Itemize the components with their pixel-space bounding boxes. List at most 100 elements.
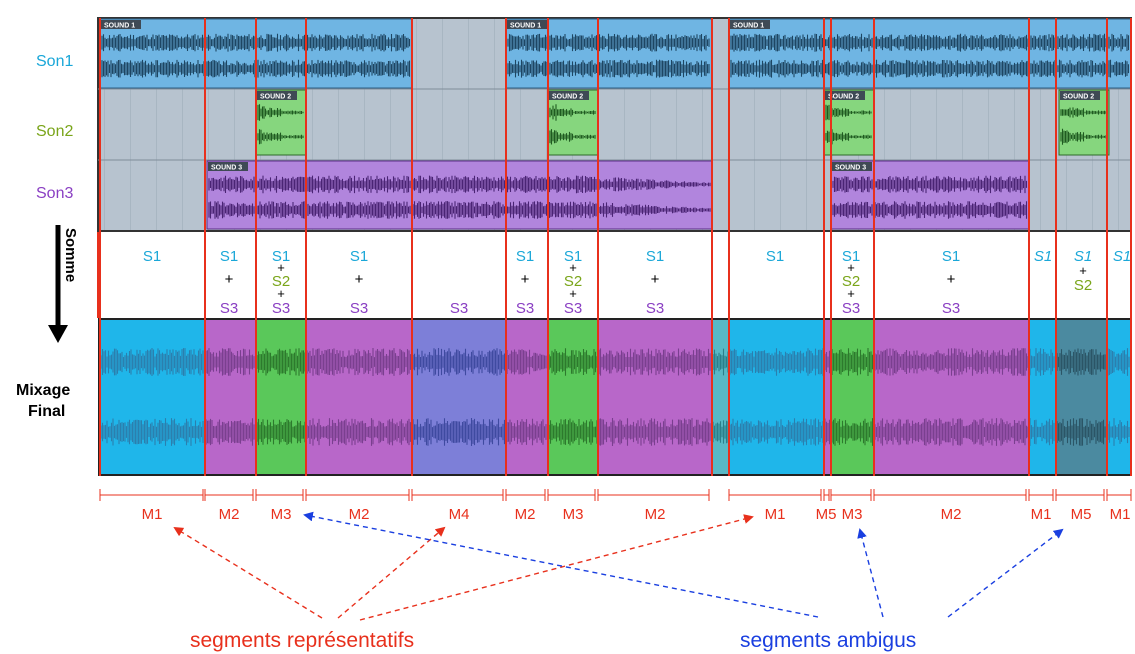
mix-segment-bg [412,320,506,474]
sum-label: S3 [350,300,368,317]
segment-labels: M1 M2 M3 M2 M4 M2 M3 M2 M1 M5 M3 M2 M1 M5 M1 [142,506,1131,523]
clip-sound1-b-tag [507,20,547,29]
mix-segment [824,320,831,474]
sum-label: S1 [766,248,784,265]
clip-sound2-b-wave-bottom [549,129,596,145]
sum-label: S1 [143,248,161,265]
sum-label: S2 [564,273,582,290]
mix-segment [306,320,412,474]
mix-segment [256,320,306,474]
track-label-son2: Son2 [36,123,73,140]
mix-segment [712,320,729,474]
segment-boundaries [97,18,1132,476]
segment-label-m1: M1 [765,506,786,523]
arrow-rep-3 [359,514,754,621]
bracket-span [1028,489,1054,501]
bracket-span [99,489,204,501]
arrow-rep-1 [173,526,323,619]
mix-segment [1107,320,1131,474]
clip-sound3-b-title: SOUND 3 [835,165,866,172]
sum-label: + [521,271,530,288]
clip-sound2-a: SOUND 2 [255,89,307,156]
sum-label: S1 [1034,248,1052,265]
sum-label: S3 [564,300,582,317]
sum-label: S1 [220,248,238,265]
bracket-span [1055,489,1105,501]
clip-sound1-c-tag [730,20,770,29]
clip-sound2-d-wave-bottom [1060,128,1107,145]
mix-segment [598,320,712,474]
track-label-son1: Son1 [36,53,73,70]
mix-segment-bg [1029,320,1056,474]
segment-label-m2: M2 [219,506,240,523]
sum-label: S1 [272,248,290,265]
clip-sound1-b-title: SOUND 1 [510,23,541,30]
sum-label: S3 [842,300,860,317]
mix-segment-bg [831,320,874,474]
sum-label: S3 [516,300,534,317]
sum-label: + [651,271,660,288]
segment-label-m1: M1 [142,506,163,523]
bracket-span [1106,489,1132,501]
clip-sound3-a-title: SOUND 3 [211,165,242,172]
mix-segment [831,320,874,474]
mix-segment [548,320,598,474]
clip-sound2-a-wave-bottom [257,129,304,145]
clip-sound2-d-tag [1060,91,1100,100]
mix-segment [1056,320,1107,474]
mix-segment [729,320,824,474]
segment-label-m3: M3 [842,506,863,523]
clip-sound2-a-tag [257,91,297,100]
clip-sound2-c-title: SOUND 2 [828,94,859,101]
sum-label: S1 [1113,248,1131,265]
clip-sound1-a-title: SOUND 1 [104,23,135,30]
bracket-span [873,489,1027,501]
sum-label: S2 [1074,277,1092,294]
sum-label: S1 [350,248,368,265]
segment-label-m2: M2 [349,506,370,523]
bracket-span [547,489,596,501]
sum-label: + [569,286,577,301]
clip-sound1-c-body [728,18,1132,89]
caption-arrows [173,511,1064,621]
sum-label: S1 [942,248,960,265]
sum-labels: S1 S1S1+S3S1+S3S1+S3S1+S3S1+S3S1+S2+S3S1+… [143,248,1131,317]
mix-segment [412,320,506,474]
segment-label-m3: M3 [271,506,292,523]
bracket-span [823,489,830,501]
clip-sound1-c-wave-bottom [730,59,1130,78]
sum-label: + [847,286,855,301]
sum-label: S1 [564,248,582,265]
bracket-span [305,489,410,501]
arrow-amb-3 [947,528,1064,618]
mix-segment-bg [874,320,1029,474]
caption-ambiguous: segments ambigus [740,629,916,652]
clip-sound3-a: SOUND 3 [206,160,713,230]
segment-label-m5: M5 [816,506,837,523]
clip-sound2-b-title: SOUND 2 [552,94,583,101]
arrow-amb-2 [857,528,884,618]
mix-segment-bg [506,320,548,474]
segment-label-m3: M3 [563,506,584,523]
sum-label: S1 [842,248,860,265]
segment-label-m2: M2 [645,506,666,523]
clip-sound2-a-title: SOUND 2 [260,94,291,101]
mix-segment [1029,320,1056,474]
sum-label: S2 [272,273,290,290]
segment-label-m2: M2 [515,506,536,523]
clip-sound3-a-body [206,160,713,230]
clip-sound2-a-body [255,89,307,156]
mixage-label-1: Mixage [16,382,70,399]
mix-segment-bg [712,320,729,474]
mix-segment [506,320,548,474]
clips-layer: SOUND 1 SOUND 1 SOUND 1 SOUND 2 SOUND 2 SOUND… [99,18,1132,230]
bracket-span [255,489,304,501]
mix-segment-bg [729,320,824,474]
clip-sound2-d-body [1058,89,1110,156]
mix-segment-bg [256,320,306,474]
sum-label: S3 [272,300,290,317]
mix-segment-bg [598,320,712,474]
final-mix [98,318,1132,476]
sum-label: + [1079,263,1087,278]
